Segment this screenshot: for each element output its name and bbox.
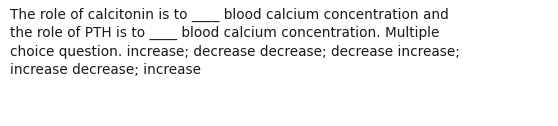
Text: The role of calcitonin is to ____ blood calcium concentration and
the role of PT: The role of calcitonin is to ____ blood … (10, 8, 460, 77)
